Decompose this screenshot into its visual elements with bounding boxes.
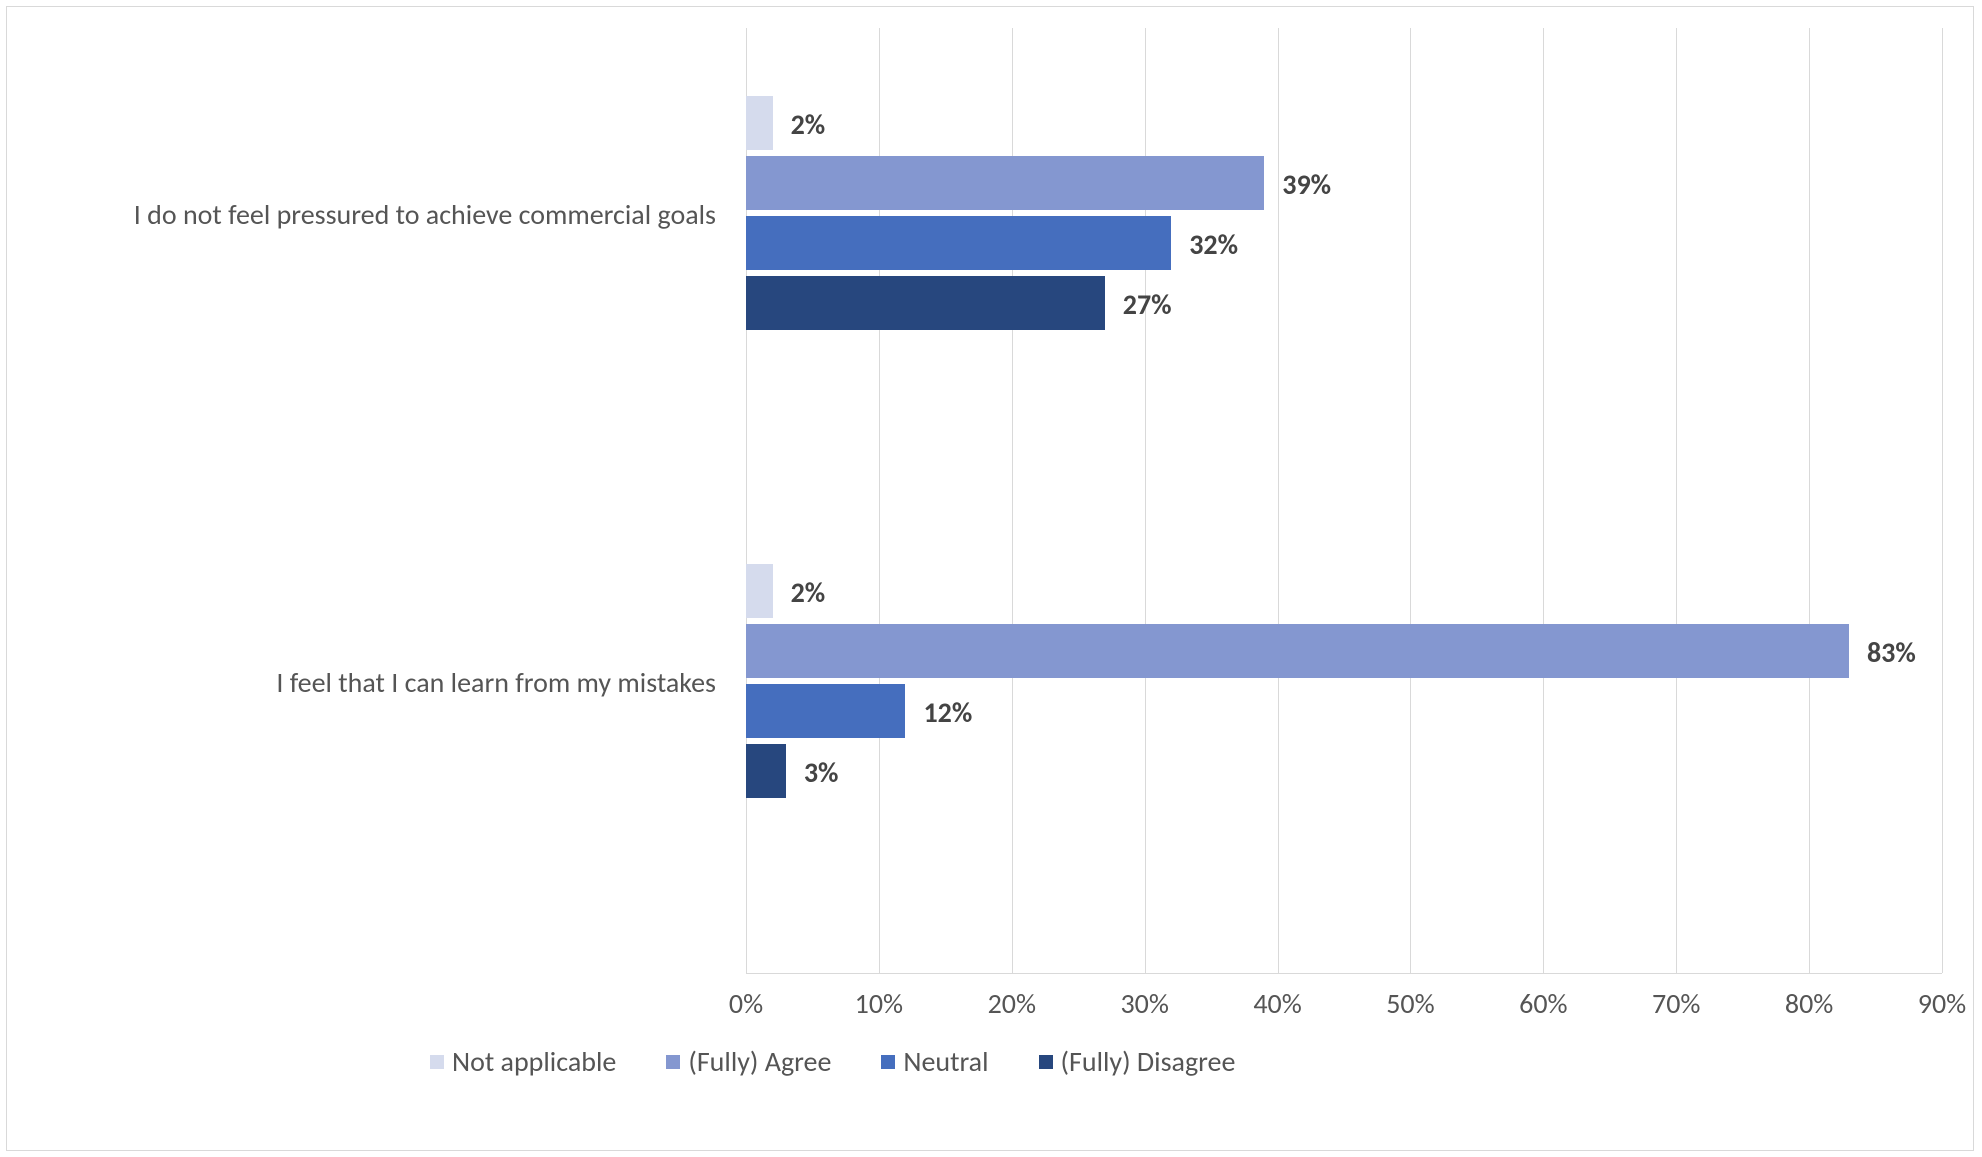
bar: [746, 96, 773, 150]
bar: [746, 156, 1264, 210]
gridline: [1278, 28, 1279, 973]
bar: [746, 684, 905, 738]
bar: [746, 744, 786, 798]
gridline: [1942, 28, 1943, 973]
bar-data-label: 83%: [1867, 635, 1916, 670]
bar-data-label: 2%: [791, 107, 826, 142]
x-tick-label: 30%: [1105, 986, 1185, 1021]
gridline: [1809, 28, 1810, 973]
legend-label: (Fully) Disagree: [1061, 1044, 1236, 1079]
bar-data-label: 27%: [1123, 287, 1172, 322]
x-tick-label: 20%: [972, 986, 1052, 1021]
bar-data-label: 3%: [804, 755, 839, 790]
x-tick-label: 50%: [1370, 986, 1450, 1021]
legend: Not applicable (Fully) Agree Neutral (Fu…: [430, 1044, 1235, 1079]
bar: [746, 216, 1171, 270]
swatch-icon: [430, 1055, 444, 1069]
x-tick-label: 10%: [839, 986, 919, 1021]
legend-item-fully-disagree: (Fully) Disagree: [1039, 1044, 1236, 1079]
legend-item-fully-agree: (Fully) Agree: [666, 1044, 831, 1079]
swatch-icon: [666, 1055, 680, 1069]
legend-label: Not applicable: [452, 1044, 616, 1079]
legend-item-neutral: Neutral: [881, 1044, 988, 1079]
x-tick-label: 40%: [1238, 986, 1318, 1021]
bar: [746, 564, 773, 618]
category-label-1: I feel that I can learn from my mistakes: [30, 665, 716, 700]
bar: [746, 276, 1105, 330]
bar-data-label: 12%: [923, 695, 972, 730]
legend-label: (Fully) Agree: [688, 1044, 831, 1079]
bar-data-label: 32%: [1189, 227, 1238, 262]
gridline: [1410, 28, 1411, 973]
swatch-icon: [1039, 1055, 1053, 1069]
bar-data-label: 2%: [791, 575, 826, 610]
chart-plot-area: 2% 39% 32% 27% 2% 83% 12% 3%: [746, 28, 1942, 974]
x-tick-label: 70%: [1636, 986, 1716, 1021]
gridline: [1543, 28, 1544, 973]
x-tick-label: 0%: [706, 986, 786, 1021]
legend-label: Neutral: [903, 1044, 988, 1079]
category-label-0: I do not feel pressured to achieve comme…: [30, 197, 716, 232]
swatch-icon: [881, 1055, 895, 1069]
x-tick-label: 90%: [1902, 986, 1982, 1021]
bar: [746, 624, 1849, 678]
x-tick-label: 60%: [1503, 986, 1583, 1021]
legend-item-not-applicable: Not applicable: [430, 1044, 616, 1079]
bar-data-label: 39%: [1282, 167, 1331, 202]
gridline: [1676, 28, 1677, 973]
x-tick-label: 80%: [1769, 986, 1849, 1021]
